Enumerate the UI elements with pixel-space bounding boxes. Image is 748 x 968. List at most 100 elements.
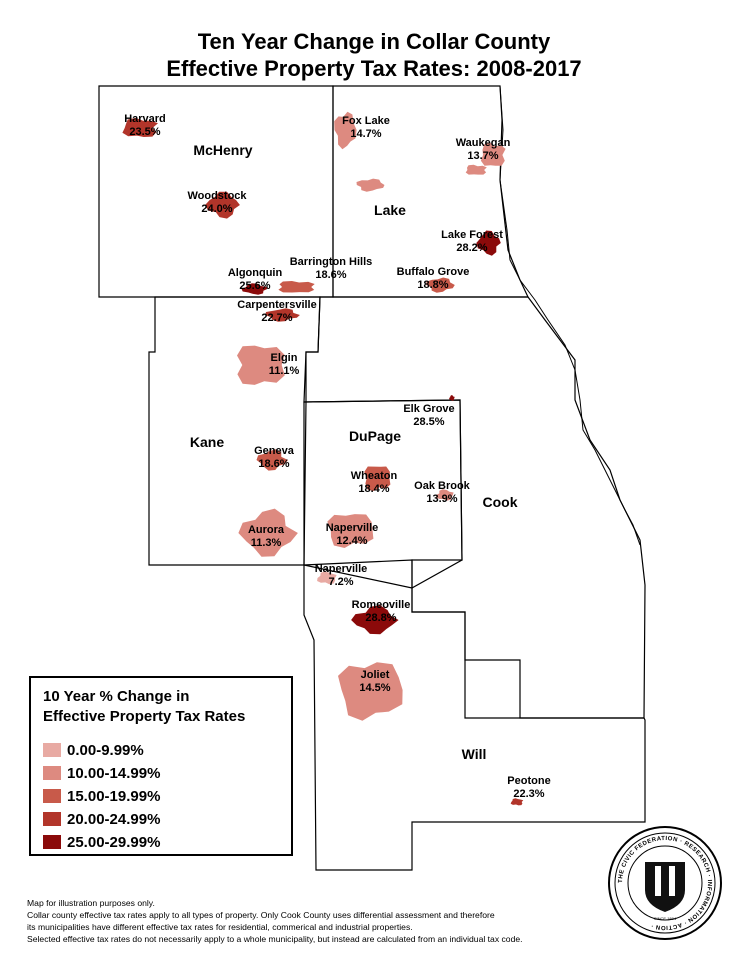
legend-label: 0.00-9.99% — [67, 741, 144, 759]
map-title-line1: Ten Year Change in Collar County — [197, 29, 551, 54]
municipality-shapes — [122, 111, 524, 806]
municipality-shape — [327, 514, 374, 548]
muni-value-barrington-hills: 18.6% — [315, 269, 346, 281]
legend-box: 10 Year % Change in Effective Property T… — [29, 676, 293, 856]
muni-value-geneva: 18.6% — [258, 458, 289, 470]
lake-michigan-shoreline — [499, 85, 641, 546]
legend-swatch — [43, 835, 61, 849]
legend-item: 10.00-14.99% — [43, 764, 160, 782]
muni-name-elgin: Elgin — [271, 352, 298, 364]
muni-value-aurora: 11.3% — [251, 537, 282, 549]
muni-value-oak-brook: 13.9% — [426, 493, 457, 505]
legend-item: 25.00-29.99% — [43, 833, 160, 851]
kane-boundary — [148, 296, 321, 566]
muni-value-peotone: 22.3% — [513, 788, 544, 800]
muni-name-naperville-will: Naperville — [315, 563, 368, 575]
legend-swatch — [43, 766, 61, 780]
legend-label: 15.00-19.99% — [67, 787, 161, 805]
municipality-shape — [510, 798, 524, 806]
muni-value-fox-lake: 14.7% — [350, 128, 381, 140]
legend-title-line2: Effective Property Tax Rates — [43, 708, 246, 725]
muni-value-algonquin: 25.6% — [239, 280, 270, 292]
municipality-shape — [317, 571, 337, 585]
muni-name-geneva: Geneva — [254, 445, 295, 457]
cook-boundary — [303, 296, 646, 719]
muni-value-waukegan: 13.7% — [467, 150, 498, 162]
municipality-shape — [256, 449, 288, 471]
muni-name-carpentersville: Carpentersville — [237, 299, 316, 311]
legend-label: 10.00-14.99% — [67, 764, 161, 782]
municipality-shape — [351, 605, 399, 635]
footnote-line: its municipalities have different effect… — [27, 922, 413, 932]
muni-name-joliet: Joliet — [361, 669, 390, 681]
muni-name-barrington-hills: Barrington Hills — [290, 256, 373, 268]
municipality-shape — [241, 283, 268, 295]
muni-name-aurora: Aurora — [248, 524, 285, 536]
legend-swatch — [43, 743, 61, 757]
muni-value-joliet: 14.5% — [359, 682, 390, 694]
legend-item: 0.00-9.99% — [43, 741, 144, 759]
muni-name-algonquin: Algonquin — [228, 267, 283, 279]
seal-year: SINCE 1894 — [654, 916, 677, 921]
muni-name-harvard: Harvard — [124, 113, 166, 125]
muni-value-elk-grove: 28.5% — [413, 416, 444, 428]
muni-value-elgin: 11.1% — [269, 365, 300, 377]
legend-title-line1: 10 Year % Change in — [43, 688, 190, 705]
municipality-shape — [465, 164, 487, 175]
municipality-shape — [364, 466, 391, 491]
map-title-line2: Effective Property Tax Rates: 2008-2017 — [166, 56, 582, 81]
muni-value-harvard: 23.5% — [129, 126, 160, 138]
muni-value-naperville-dupage: 12.4% — [336, 535, 367, 547]
county-label-mchenry: McHenry — [193, 142, 252, 158]
county-labels: McHenry Lake Kane DuPage Cook Will — [190, 142, 518, 762]
muni-name-romeoville: Romeoville — [352, 599, 411, 611]
legend-label: 25.00-29.99% — [67, 833, 161, 851]
municipality-shape — [238, 508, 298, 557]
muni-name-elk-grove: Elk Grove — [403, 403, 454, 415]
municipality-shape — [356, 178, 385, 192]
municipality-shape — [122, 117, 158, 137]
footnote-line: Selected effective tax rates do not nece… — [27, 934, 523, 944]
muni-name-waukegan: Waukegan — [456, 137, 511, 149]
legend-label: 20.00-24.99% — [67, 810, 161, 828]
muni-name-oak-brook: Oak Brook — [414, 480, 471, 492]
municipality-labels: Harvard 23.5% Woodstock 24.0% Fox Lake 1… — [124, 113, 550, 800]
footnote-line: Collar county effective tax rates apply … — [27, 910, 495, 920]
municipality-shape — [436, 489, 454, 501]
muni-value-wheaton: 18.4% — [358, 483, 389, 495]
municipality-shape — [449, 395, 455, 401]
footnote-line: Map for illustration purposes only. — [27, 898, 155, 908]
muni-name-naperville-dupage: Naperville — [326, 522, 379, 534]
muni-value-woodstock: 24.0% — [201, 203, 232, 215]
civic-federation-seal: THE CIVIC FEDERATION · RESEARCH · INFORM… — [608, 826, 722, 940]
municipality-shape — [205, 191, 240, 219]
municipality-shape — [480, 142, 506, 166]
municipality-shape — [334, 111, 357, 150]
will-boundary — [303, 559, 646, 871]
muni-name-woodstock: Woodstock — [187, 190, 247, 202]
legend-item: 20.00-24.99% — [43, 810, 160, 828]
muni-value-naperville-will: 7.2% — [328, 576, 353, 588]
municipality-shape — [338, 662, 403, 721]
muni-name-buffalo-grove: Buffalo Grove — [397, 266, 470, 278]
municipality-shape — [476, 230, 501, 256]
municipality-shape — [426, 277, 455, 293]
county-label-cook: Cook — [483, 494, 518, 510]
county-label-dupage: DuPage — [349, 428, 401, 444]
municipality-shape — [237, 345, 285, 385]
county-label-will: Will — [462, 746, 487, 762]
muni-name-lake-forest: Lake Forest — [441, 229, 503, 241]
county-label-kane: Kane — [190, 434, 224, 450]
muni-value-romeoville: 28.8% — [365, 612, 396, 624]
legend-swatch — [43, 789, 61, 803]
legend-item: 15.00-19.99% — [43, 787, 160, 805]
muni-value-lake-forest: 28.2% — [456, 242, 487, 254]
muni-value-buffalo-grove: 18.8% — [417, 279, 448, 291]
muni-value-carpentersville: 22.7% — [261, 312, 292, 324]
muni-name-fox-lake: Fox Lake — [342, 115, 390, 127]
muni-name-wheaton: Wheaton — [351, 470, 398, 482]
county-label-lake: Lake — [374, 202, 406, 218]
muni-name-peotone: Peotone — [507, 775, 550, 787]
municipality-shape — [278, 281, 315, 293]
